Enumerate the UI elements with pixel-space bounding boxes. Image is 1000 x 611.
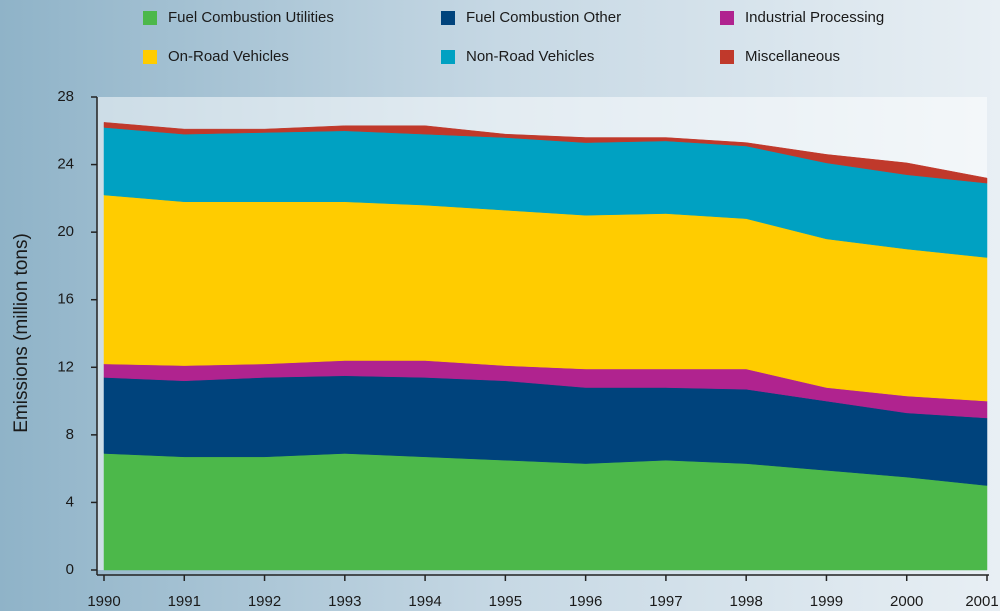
y-tick-label: 28 — [57, 88, 74, 105]
legend-swatch — [720, 11, 734, 25]
x-tick-label: 1993 — [328, 593, 361, 610]
x-tick-label: 1995 — [489, 593, 522, 610]
x-tick-label: 1998 — [729, 593, 762, 610]
x-tick-label: 1990 — [87, 593, 120, 610]
y-tick-label: 0 — [66, 561, 74, 578]
y-tick-label: 12 — [57, 358, 74, 375]
y-tick-label: 8 — [66, 426, 74, 443]
legend-swatch — [441, 50, 455, 64]
y-axis-label: Emissions (million tons) — [11, 233, 32, 433]
legend-swatch — [143, 11, 157, 25]
y-tick-label: 4 — [66, 493, 74, 510]
legend-swatch — [720, 50, 734, 64]
x-tick-label: 1991 — [168, 593, 201, 610]
area — [103, 122, 988, 184]
y-tick-label: 16 — [57, 291, 74, 308]
legend-label: On-Road Vehicles — [168, 48, 289, 65]
x-tick-label: 1999 — [810, 593, 843, 610]
y-tick-label: 24 — [57, 156, 74, 173]
x-tick-label: 1996 — [569, 593, 602, 610]
legend-swatch — [143, 50, 157, 64]
legend-label: Industrial Processing — [745, 9, 884, 26]
y-tick-label: 20 — [57, 223, 74, 240]
x-tick-label: 2001 — [965, 593, 998, 610]
legend-label: Fuel Combustion Utilities — [168, 9, 334, 26]
x-tick-label: 1997 — [649, 593, 682, 610]
x-tick-label: 1994 — [408, 593, 441, 610]
x-tick-label: 1992 — [248, 593, 281, 610]
legend-label: Miscellaneous — [745, 48, 840, 65]
x-tick-label: 2000 — [890, 593, 923, 610]
legend-swatch — [441, 11, 455, 25]
legend-label: Non-Road Vehicles — [466, 48, 594, 65]
legend-label: Fuel Combustion Other — [466, 9, 621, 26]
